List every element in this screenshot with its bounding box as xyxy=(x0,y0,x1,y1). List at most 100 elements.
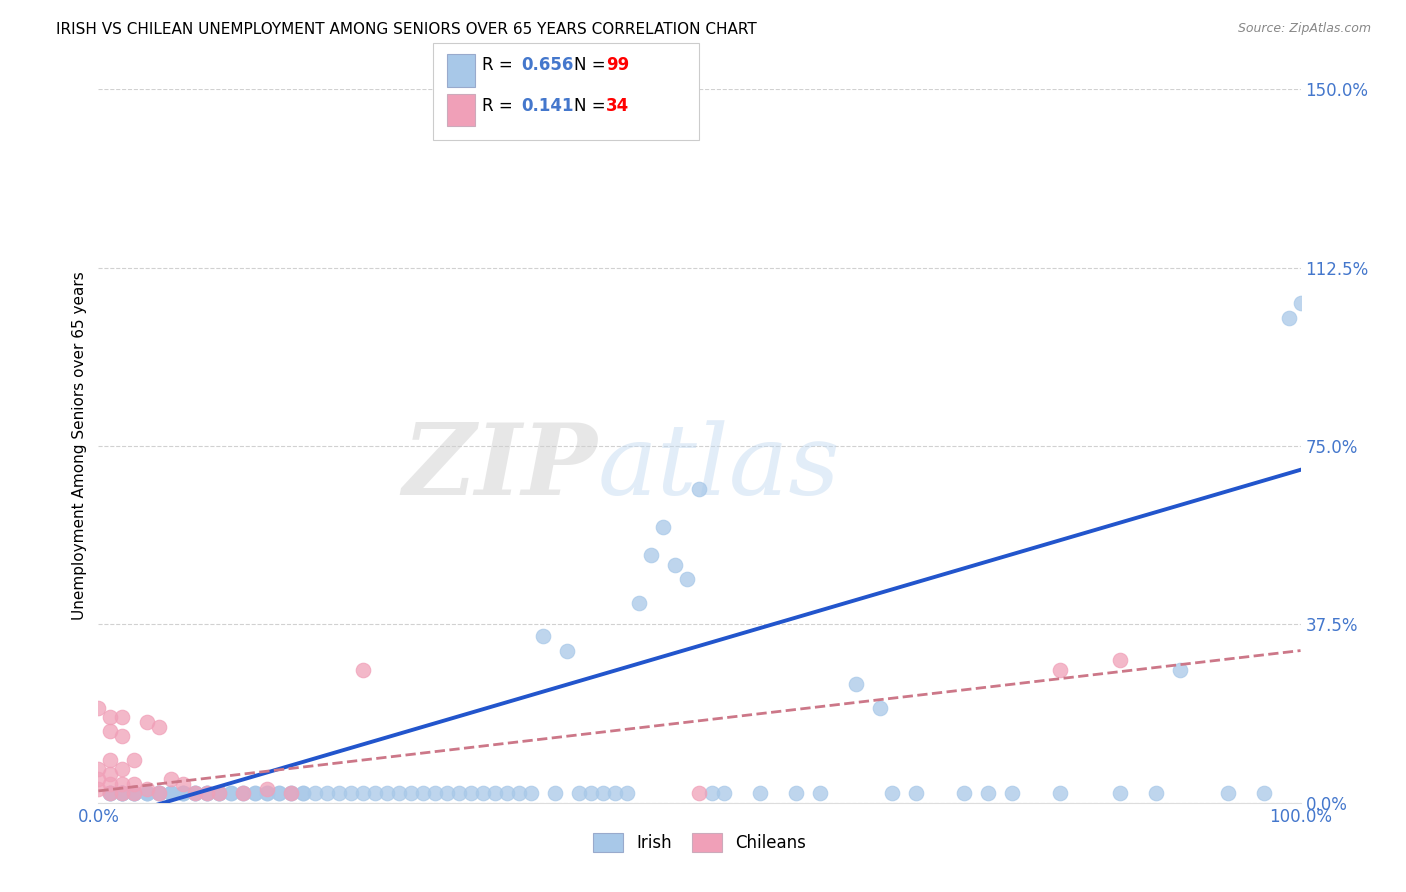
Point xyxy=(159,772,181,786)
Point xyxy=(111,710,134,724)
Point xyxy=(256,786,278,800)
Point xyxy=(531,629,554,643)
Point xyxy=(124,786,146,800)
Text: IRISH VS CHILEAN UNEMPLOYMENT AMONG SENIORS OVER 65 YEARS CORRELATION CHART: IRISH VS CHILEAN UNEMPLOYMENT AMONG SENI… xyxy=(56,22,756,37)
Point xyxy=(100,786,122,800)
Point xyxy=(148,786,170,800)
Point xyxy=(785,786,807,800)
Point xyxy=(328,786,350,800)
Point xyxy=(219,786,242,800)
Point xyxy=(436,786,458,800)
Point xyxy=(148,786,170,800)
Point xyxy=(700,786,723,800)
Point xyxy=(1170,663,1192,677)
Point xyxy=(364,786,387,800)
Text: ZIP: ZIP xyxy=(402,419,598,516)
Point xyxy=(111,786,134,800)
Point xyxy=(208,786,231,800)
Point xyxy=(111,786,134,800)
Point xyxy=(423,786,446,800)
Point xyxy=(232,786,254,800)
Point xyxy=(472,786,495,800)
Point xyxy=(159,786,181,800)
Point xyxy=(568,786,591,800)
Text: R =: R = xyxy=(482,56,519,74)
Point xyxy=(388,786,411,800)
Point xyxy=(232,786,254,800)
Point xyxy=(1109,786,1132,800)
Point xyxy=(280,786,302,800)
Point xyxy=(352,786,374,800)
Point xyxy=(304,786,326,800)
Point xyxy=(616,786,638,800)
Point xyxy=(555,643,578,657)
Point xyxy=(496,786,519,800)
Point xyxy=(135,786,157,800)
Point xyxy=(688,482,710,496)
Point xyxy=(148,720,170,734)
Point xyxy=(135,781,157,796)
Point xyxy=(100,767,122,781)
Point xyxy=(1001,786,1024,800)
Point xyxy=(977,786,1000,800)
Point xyxy=(87,700,110,714)
Point xyxy=(219,786,242,800)
Point xyxy=(100,724,122,739)
Point xyxy=(605,786,627,800)
Point xyxy=(676,572,699,586)
Point xyxy=(243,786,266,800)
Point xyxy=(713,786,735,800)
Point xyxy=(232,786,254,800)
Point xyxy=(100,753,122,767)
Point xyxy=(195,786,218,800)
Point xyxy=(640,549,662,563)
Point xyxy=(135,786,157,800)
Point xyxy=(195,786,218,800)
Point xyxy=(124,786,146,800)
Point xyxy=(135,786,157,800)
Point xyxy=(172,786,194,800)
Point xyxy=(880,786,903,800)
Point xyxy=(111,786,134,800)
Point xyxy=(195,786,218,800)
Point xyxy=(869,700,891,714)
Point xyxy=(399,786,422,800)
Point xyxy=(111,786,134,800)
Point xyxy=(1277,310,1299,325)
Point xyxy=(845,677,868,691)
Text: 99: 99 xyxy=(606,56,630,74)
Point xyxy=(111,777,134,791)
Point xyxy=(100,786,122,800)
Point xyxy=(100,786,122,800)
Point xyxy=(447,786,470,800)
Point xyxy=(520,786,543,800)
Point xyxy=(1218,786,1240,800)
Point xyxy=(1253,786,1275,800)
Point xyxy=(87,763,110,777)
Point xyxy=(315,786,337,800)
Point xyxy=(544,786,567,800)
Point xyxy=(1049,786,1071,800)
Point xyxy=(135,714,157,729)
Text: R =: R = xyxy=(482,97,523,115)
Point xyxy=(460,786,482,800)
Point xyxy=(280,786,302,800)
Point xyxy=(183,786,205,800)
Point xyxy=(953,786,976,800)
Point xyxy=(280,786,302,800)
Point xyxy=(172,777,194,791)
Point xyxy=(111,729,134,743)
Point xyxy=(256,786,278,800)
Point xyxy=(412,786,434,800)
Point xyxy=(100,777,122,791)
Point xyxy=(664,558,686,572)
Point xyxy=(124,786,146,800)
Point xyxy=(124,786,146,800)
Point xyxy=(100,710,122,724)
Point xyxy=(159,786,181,800)
Point xyxy=(243,786,266,800)
Point xyxy=(375,786,398,800)
Point xyxy=(208,786,231,800)
Point xyxy=(484,786,506,800)
Point xyxy=(1144,786,1167,800)
